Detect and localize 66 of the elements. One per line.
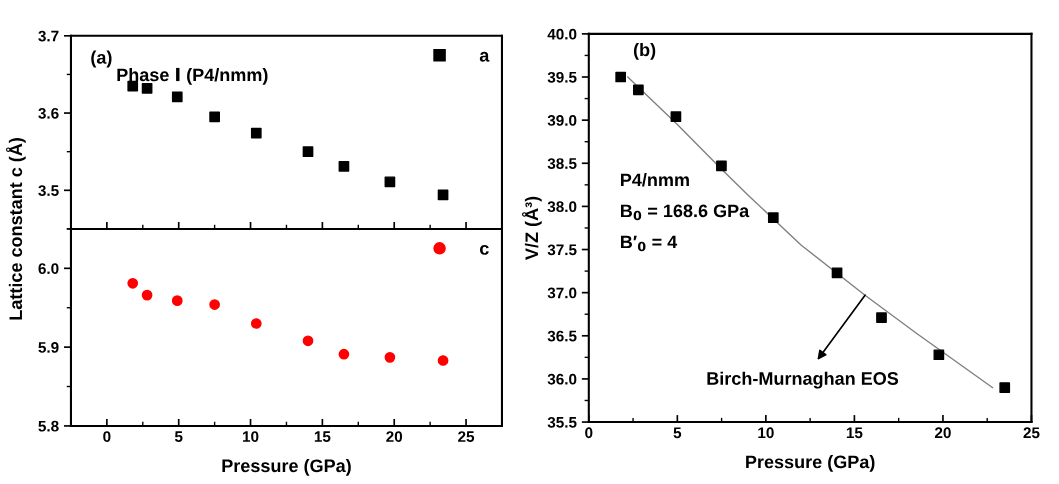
x-tick-label: 0 (585, 427, 593, 439)
y-tick-label: 37.0 (547, 287, 577, 299)
point (999, 382, 1011, 393)
point (171, 295, 183, 306)
point (209, 299, 220, 310)
x-tick-label: 20 (386, 431, 403, 442)
annotation: P4/nmm (621, 172, 689, 187)
x-tick-label: 10 (243, 431, 259, 442)
point (250, 127, 262, 139)
y-tick-label: 6.0 (38, 263, 59, 275)
x-tick-label: 15 (846, 427, 863, 439)
point (171, 91, 183, 103)
y-tick-label: 40.0 (547, 28, 577, 40)
y-tick-label: 3.7 (38, 30, 59, 42)
point (250, 318, 262, 329)
x-tick-label: 5 (174, 431, 183, 442)
point (615, 71, 627, 83)
legend-label: a (479, 51, 490, 62)
point (384, 352, 396, 363)
y-tick-label: 5.8 (38, 420, 59, 432)
point (670, 111, 682, 123)
y-tick-label: 37.5 (547, 244, 577, 256)
point (127, 277, 139, 289)
y-axis-title: Lattice constant c (Å) (6, 138, 26, 320)
y-tick-label: 38.5 (547, 158, 577, 169)
y-axis-title: V/Z (Å³) (522, 196, 542, 260)
x-tick-label: 5 (673, 427, 682, 439)
annotation: (b) (633, 42, 656, 60)
annotation: Phase Ⅰ (P4/nmm) (117, 67, 268, 85)
point (141, 289, 153, 301)
y-tick-label: 39.5 (547, 71, 577, 83)
point (831, 267, 843, 279)
point (338, 348, 350, 360)
y-tick-label: 36.5 (547, 330, 577, 342)
point (933, 349, 945, 361)
point (302, 335, 314, 347)
point (338, 161, 350, 172)
point (141, 82, 153, 94)
y-tick-label: 35.5 (547, 416, 577, 428)
x-tick-label: 25 (458, 431, 475, 442)
point (876, 312, 887, 324)
y-tick-label: 39.0 (547, 115, 577, 126)
point (384, 176, 396, 188)
y-tick-label: 36.0 (547, 373, 577, 385)
annotation: B$_{0}$ = 168.6 GPa (621, 204, 750, 221)
point (437, 355, 449, 366)
point (302, 146, 314, 158)
point (716, 160, 727, 172)
y-tick-label: 38.0 (547, 201, 577, 213)
x-axis-title: Pressure (GPa) (746, 455, 875, 472)
x-tick-label: 10 (758, 427, 774, 439)
annotation: B′$_{0}$ = 4 (621, 235, 678, 252)
point (633, 84, 644, 96)
legend-label: c (479, 244, 489, 255)
y-tick-label: 3.6 (38, 107, 59, 119)
x-axis-title: Pressure (GPa) (222, 458, 351, 476)
annotation: (a) (91, 50, 112, 68)
point (209, 111, 220, 123)
y-tick-label: 5.9 (38, 341, 59, 353)
x-tick-label: 25 (1023, 427, 1040, 439)
y-tick-label: 3.5 (38, 185, 59, 197)
x-tick-label: 20 (934, 427, 951, 439)
x-tick-label: 0 (103, 431, 111, 442)
annotation: Birch-Murnaghan EOS (707, 371, 899, 389)
x-tick-label: 15 (314, 431, 331, 442)
point (767, 212, 779, 223)
